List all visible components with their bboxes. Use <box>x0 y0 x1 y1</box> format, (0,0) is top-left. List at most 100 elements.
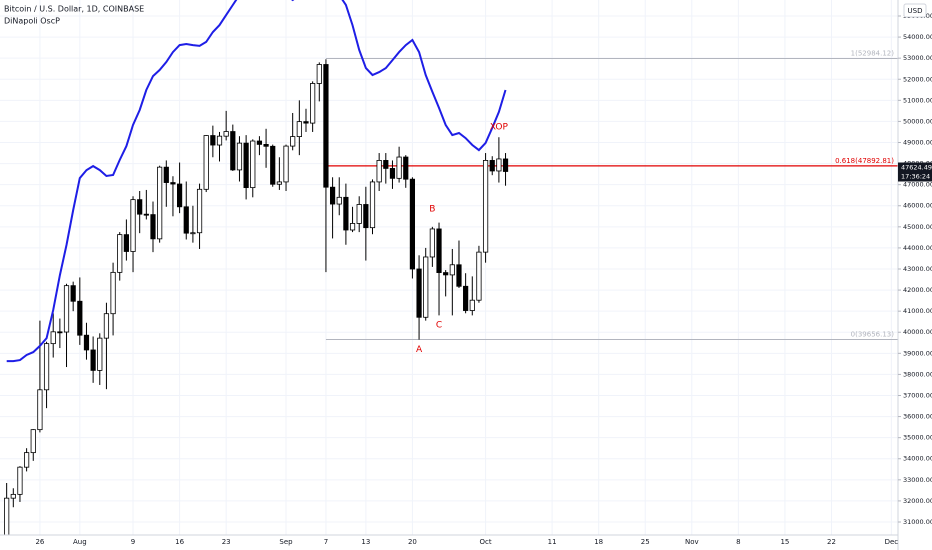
candle-body <box>263 143 269 147</box>
y-tick-label: 38000.00 <box>903 370 932 378</box>
candle-body <box>283 145 289 183</box>
x-tick-label: 7 <box>324 538 328 546</box>
candle-body <box>389 168 396 179</box>
candle-body <box>190 232 196 235</box>
pattern-label: C <box>436 320 442 330</box>
chart-title: Bitcoin / U.S. Dollar, 1D, COINBASE <box>4 5 144 14</box>
candle-body <box>336 196 342 205</box>
x-tick-label: Sep <box>279 538 293 546</box>
candle-body <box>383 160 389 169</box>
candle-body <box>63 285 70 333</box>
x-tick-label: 23 <box>222 538 231 546</box>
candle-body <box>210 135 216 146</box>
x-tick-label: Aug <box>73 538 87 546</box>
x-tick-label: Nov <box>685 538 699 546</box>
price-tag <box>898 162 932 182</box>
candle-body <box>137 199 143 215</box>
x-tick-label: 25 <box>641 538 650 546</box>
candle-body <box>323 64 329 188</box>
candle-body <box>77 300 83 336</box>
y-tick-label: 37000.00 <box>903 391 932 399</box>
candle-body <box>163 166 169 183</box>
y-tick-label: 35000.00 <box>903 434 932 442</box>
x-tick-label: 9 <box>131 538 135 546</box>
x-tick-label: 11 <box>548 538 557 546</box>
candle-body <box>170 182 176 185</box>
candle-body <box>183 206 189 234</box>
candle-body <box>4 497 10 535</box>
candle-body <box>463 285 469 311</box>
candle-body <box>429 228 435 258</box>
x-tick-label: Oct <box>480 538 492 546</box>
candle-body <box>43 343 50 391</box>
oscillator-line <box>6 0 507 363</box>
y-tick-label: 50000.00 <box>903 117 932 125</box>
y-tick-label: 36000.00 <box>903 413 932 421</box>
candle-body <box>90 349 96 371</box>
countdown: 17:36:24 <box>901 172 930 180</box>
y-tick-label: 45000.00 <box>903 223 932 231</box>
candle-body <box>17 466 23 495</box>
candle-body <box>176 183 183 208</box>
candle-body <box>469 299 475 311</box>
candle-body <box>243 142 249 189</box>
y-tick-label: 41000.00 <box>903 307 932 315</box>
y-tick-label: 43000.00 <box>903 265 932 273</box>
candle-body <box>423 256 429 318</box>
candle-body <box>296 121 302 137</box>
y-tick-label: 39000.00 <box>903 349 932 357</box>
candle-body <box>117 234 123 273</box>
x-tick-label: 18 <box>594 538 603 546</box>
candle-body <box>396 156 402 179</box>
candle-body <box>436 228 442 273</box>
candle-body <box>196 188 203 234</box>
candle-body <box>349 223 356 231</box>
currency-box[interactable] <box>903 3 927 18</box>
candle-body <box>303 121 309 124</box>
candle-body <box>276 181 282 185</box>
pattern-label: XOP <box>490 123 509 133</box>
candle-body <box>376 160 382 183</box>
candle-body <box>356 204 362 224</box>
candle-body <box>24 452 30 468</box>
candle-body <box>130 199 136 252</box>
candle-body <box>250 140 256 189</box>
candle-body <box>110 271 116 315</box>
candle-body <box>157 166 163 240</box>
x-tick-label: Dec <box>885 538 899 546</box>
fib-label: 1(52984.12) <box>851 50 895 58</box>
candle-body <box>270 145 276 185</box>
y-tick-label: 31000.00 <box>903 518 932 526</box>
y-tick-label: 44000.00 <box>903 244 932 252</box>
candle-body <box>443 272 449 276</box>
x-tick-label: 15 <box>780 538 789 546</box>
grid <box>0 0 898 535</box>
candle-body <box>103 313 110 339</box>
currency: USD <box>908 7 923 15</box>
candle-body <box>369 181 376 229</box>
x-tick-label: 26 <box>35 538 44 546</box>
candle-body <box>37 389 43 431</box>
indicator-name: DiNapoli OscP <box>4 17 60 26</box>
candle-body <box>83 334 90 351</box>
pattern-label: A <box>416 345 423 355</box>
y-tick-label: 52000.00 <box>903 75 932 83</box>
candle-body <box>409 178 416 270</box>
candle-body <box>50 331 56 345</box>
candle-body <box>223 131 229 137</box>
y-tick-label: 32000.00 <box>903 497 932 505</box>
pattern-label: B <box>429 204 435 214</box>
y-tick-label: 33000.00 <box>903 476 932 484</box>
candle-body <box>216 135 223 146</box>
y-tick-label: 51000.00 <box>903 96 932 104</box>
plot: 1(52984.12) 0.618(47892.81) 0(39656.13) A B C… <box>4 0 898 535</box>
y-tick-label: 53000.00 <box>903 54 932 62</box>
candle-body <box>502 158 509 172</box>
candle-body <box>143 213 149 216</box>
candle-body <box>70 285 76 302</box>
axes: 31000.00 32000.00 33000.00 34000.00 35000.00… <box>35 12 932 546</box>
x-tick-label: 13 <box>361 538 370 546</box>
candle-body <box>403 156 409 180</box>
fib-label: 0.618(47892.81) <box>835 157 894 165</box>
